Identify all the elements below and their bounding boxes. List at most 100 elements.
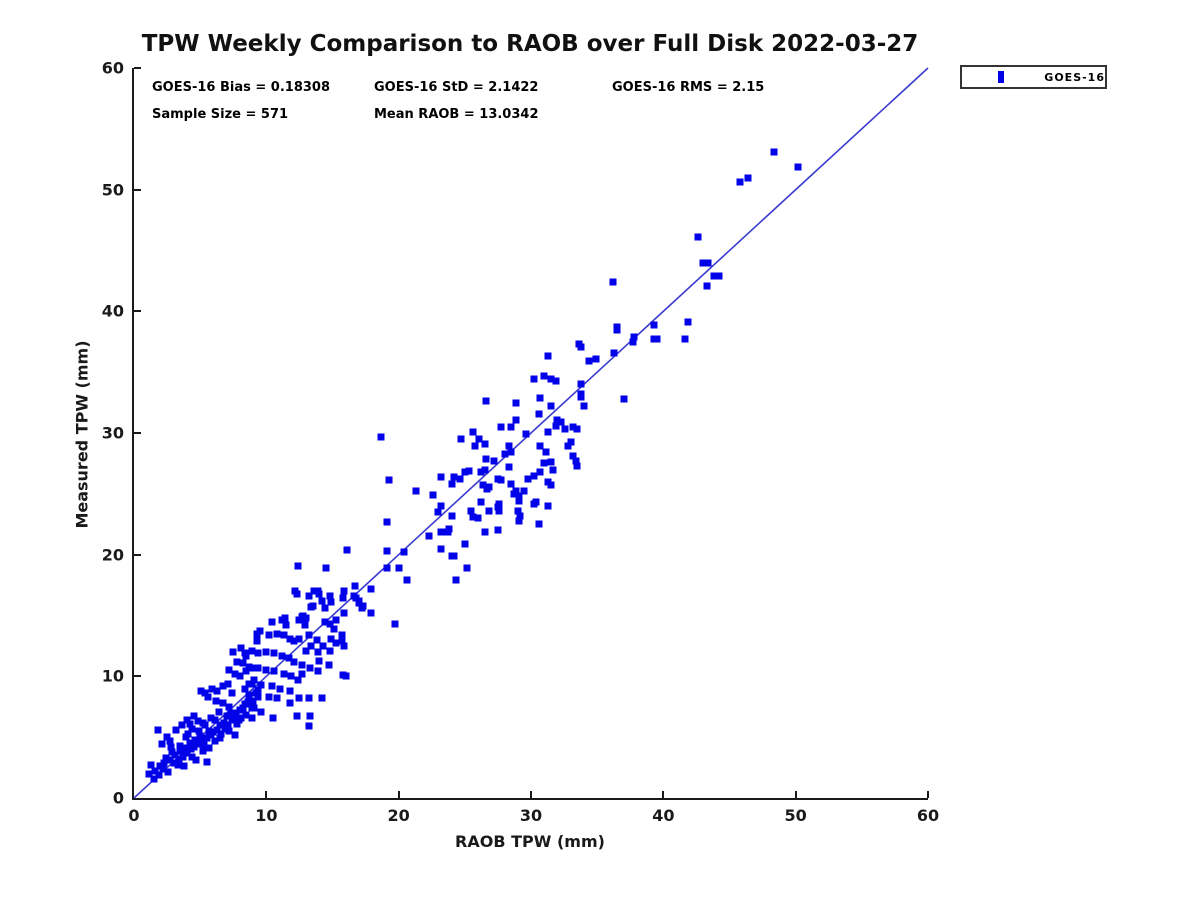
data-point bbox=[184, 730, 192, 738]
data-point bbox=[736, 178, 744, 186]
data-point bbox=[469, 513, 477, 521]
data-point bbox=[224, 680, 232, 688]
data-point bbox=[166, 737, 174, 745]
data-point bbox=[495, 507, 503, 515]
data-point bbox=[174, 761, 182, 769]
data-point bbox=[254, 692, 262, 700]
data-point bbox=[265, 693, 273, 701]
data-point bbox=[536, 394, 544, 402]
data-point bbox=[249, 697, 257, 705]
data-point bbox=[302, 647, 310, 655]
data-point bbox=[532, 498, 540, 506]
data-point bbox=[552, 377, 560, 385]
data-point bbox=[213, 726, 221, 734]
data-point bbox=[298, 661, 306, 669]
data-point bbox=[290, 658, 298, 666]
data-point bbox=[227, 710, 235, 718]
data-point bbox=[228, 689, 236, 697]
data-point bbox=[233, 658, 241, 666]
y-tick-mark bbox=[134, 553, 141, 556]
x-tick-label: 20 bbox=[387, 806, 410, 825]
data-point bbox=[301, 621, 309, 629]
data-point bbox=[180, 762, 188, 770]
data-point bbox=[191, 736, 199, 744]
data-point bbox=[225, 703, 233, 711]
data-point bbox=[254, 664, 262, 672]
data-point bbox=[307, 603, 315, 611]
data-point bbox=[465, 467, 473, 475]
data-point bbox=[290, 637, 298, 645]
data-point bbox=[287, 672, 295, 680]
data-point bbox=[505, 463, 512, 471]
data-point bbox=[248, 704, 256, 712]
data-point bbox=[302, 614, 310, 622]
data-point bbox=[715, 272, 723, 280]
data-point bbox=[577, 390, 585, 398]
data-point bbox=[239, 659, 246, 667]
data-point bbox=[208, 685, 216, 692]
data-point bbox=[609, 278, 617, 286]
data-point bbox=[199, 747, 207, 755]
data-point bbox=[536, 468, 544, 476]
data-point bbox=[211, 716, 219, 724]
data-point bbox=[474, 514, 482, 522]
data-point bbox=[481, 466, 489, 473]
data-point bbox=[215, 708, 223, 716]
data-point bbox=[530, 375, 538, 383]
data-point bbox=[242, 652, 250, 660]
data-point bbox=[192, 756, 200, 764]
data-point bbox=[209, 728, 217, 736]
data-point bbox=[463, 564, 471, 572]
data-point bbox=[315, 657, 323, 665]
data-point bbox=[544, 478, 552, 486]
y-tick-mark bbox=[134, 67, 141, 69]
data-point bbox=[310, 587, 318, 595]
data-point bbox=[544, 502, 552, 510]
data-point bbox=[183, 749, 191, 757]
data-point bbox=[495, 500, 503, 508]
x-tick-label: 0 bbox=[128, 806, 140, 825]
data-point bbox=[536, 442, 544, 450]
y-axis-label: Measured TPW (mm) bbox=[72, 340, 92, 529]
data-point bbox=[248, 647, 256, 655]
identity-line bbox=[134, 68, 928, 798]
data-point bbox=[216, 734, 224, 742]
data-point bbox=[494, 503, 502, 511]
x-tick-mark bbox=[662, 791, 665, 798]
data-point bbox=[456, 475, 464, 483]
data-point bbox=[298, 670, 306, 678]
data-point bbox=[219, 699, 227, 707]
data-point bbox=[282, 621, 290, 629]
data-point bbox=[437, 528, 445, 536]
data-point bbox=[342, 672, 350, 680]
data-point bbox=[186, 720, 194, 728]
data-point bbox=[224, 721, 232, 729]
y-tick-label: 30 bbox=[101, 423, 124, 443]
data-point bbox=[332, 639, 340, 647]
data-point bbox=[549, 466, 557, 473]
x-tick-mark bbox=[530, 791, 532, 798]
data-point bbox=[280, 631, 288, 639]
data-point bbox=[203, 758, 211, 765]
data-point bbox=[280, 670, 288, 678]
data-point bbox=[179, 753, 187, 761]
data-point bbox=[305, 631, 313, 639]
data-point bbox=[794, 163, 802, 171]
data-point bbox=[699, 259, 707, 267]
data-point bbox=[475, 435, 483, 443]
data-point bbox=[400, 548, 408, 556]
data-point bbox=[201, 689, 209, 697]
stat-mean-raob: Mean RAOB = 13.0342 bbox=[374, 107, 539, 122]
x-tick-mark bbox=[794, 791, 797, 798]
data-point bbox=[547, 458, 555, 466]
y-tick-mark bbox=[134, 310, 141, 313]
data-point bbox=[265, 631, 273, 639]
data-point bbox=[268, 618, 276, 626]
x-tick-label: 40 bbox=[652, 806, 675, 825]
data-point bbox=[319, 642, 327, 650]
data-point bbox=[467, 507, 475, 515]
data-point bbox=[471, 442, 479, 450]
data-point bbox=[577, 380, 585, 388]
data-point bbox=[391, 620, 399, 628]
data-point bbox=[180, 744, 188, 752]
